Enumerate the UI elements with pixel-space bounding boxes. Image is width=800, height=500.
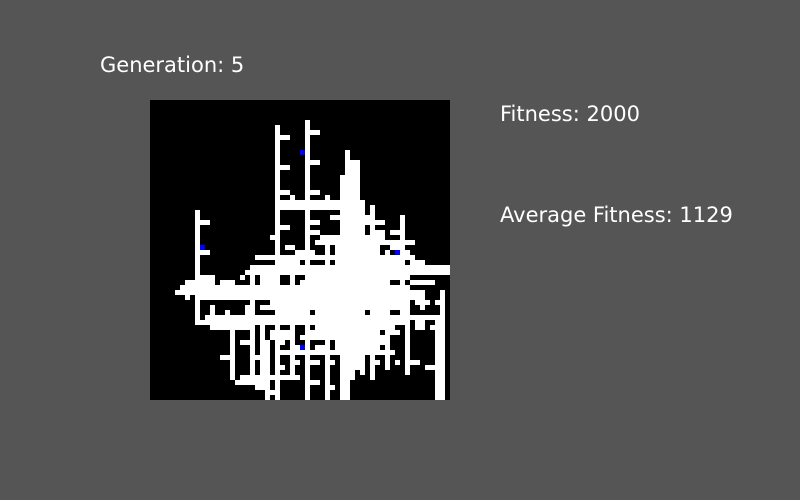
agents (200, 150, 400, 350)
agent-marker (300, 150, 305, 155)
agent-marker (300, 345, 305, 350)
simulation-board (150, 100, 450, 400)
generation-label: Generation: 5 (100, 53, 245, 77)
explored-paths (175, 120, 450, 400)
average-fitness-label: Average Fitness: 1129 (500, 203, 733, 227)
agent-marker (200, 245, 205, 250)
agent-marker (395, 250, 400, 255)
fitness-label: Fitness: 2000 (500, 102, 640, 126)
